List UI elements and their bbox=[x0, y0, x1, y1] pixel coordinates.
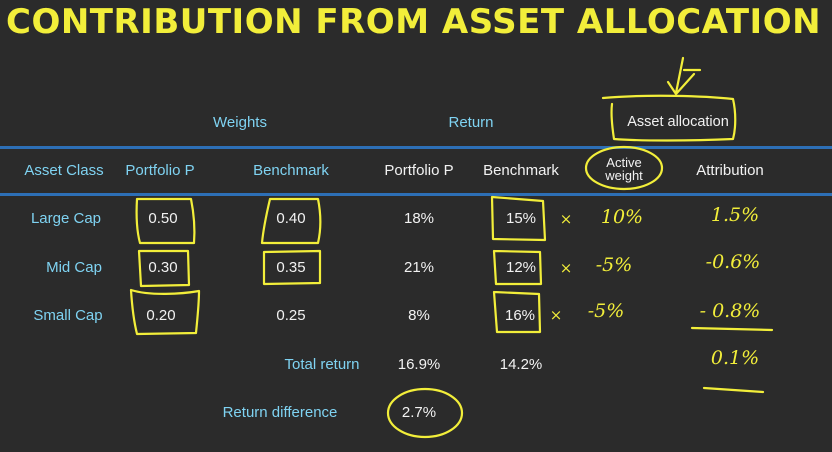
row-benchmark-return: 15% bbox=[505, 210, 537, 227]
row-attribution: - 0.8% bbox=[699, 300, 761, 322]
slide-title: CONTRIBUTION FROM ASSET ALLOCATION bbox=[6, 2, 822, 42]
col-active-weight-line2: weight bbox=[605, 168, 643, 183]
return-difference-value: 2.7% bbox=[401, 404, 437, 421]
asset-allocation-header: Asset allocation bbox=[627, 114, 729, 130]
row-active-weight: -5% bbox=[595, 254, 633, 276]
row-benchmark-return: 12% bbox=[505, 259, 537, 276]
row-active-weight: -5% bbox=[587, 300, 625, 322]
portfolio-weight-box bbox=[129, 288, 201, 336]
header-bottom-rule bbox=[0, 193, 832, 196]
col-benchmark-weight: Benchmark bbox=[253, 162, 329, 179]
header-top-rule bbox=[0, 146, 832, 149]
benchmark-weight-box bbox=[262, 249, 322, 286]
row-asset-class: Small Cap bbox=[33, 307, 103, 324]
total-benchmark-return: 14.2% bbox=[499, 356, 543, 373]
col-asset-class: Asset Class bbox=[24, 162, 104, 179]
return-group-header: Return bbox=[448, 114, 494, 131]
row-active-weight: 10% bbox=[600, 206, 644, 228]
weights-group-header: Weights bbox=[213, 114, 267, 131]
col-portfolio-return: Portfolio P bbox=[384, 162, 454, 179]
col-active-weight-line1: Active bbox=[606, 155, 642, 170]
benchmark-return-box bbox=[492, 249, 543, 286]
col-attribution: Attribution bbox=[696, 162, 764, 179]
pointer-arrow bbox=[666, 56, 702, 96]
asset-allocation-box bbox=[601, 94, 737, 142]
row-times-mark: × bbox=[559, 259, 573, 277]
row-portfolio-weight: 0.20 bbox=[146, 307, 176, 324]
row-times-mark: × bbox=[549, 306, 563, 324]
portfolio-weight-box bbox=[135, 197, 196, 245]
return-difference-circle bbox=[386, 387, 464, 439]
col-portfolio-weight: Portfolio P bbox=[125, 162, 195, 179]
total-portfolio-return: 16.9% bbox=[397, 356, 441, 373]
row-benchmark-weight: 0.25 bbox=[276, 307, 306, 324]
row-attribution: 1.5% bbox=[710, 204, 760, 226]
active-weight-circle bbox=[584, 145, 664, 191]
row-portfolio-return: 8% bbox=[408, 307, 430, 324]
row-portfolio-weight: 0.50 bbox=[148, 210, 178, 227]
row-benchmark-weight: 0.40 bbox=[276, 210, 306, 227]
return-difference-label: Return difference bbox=[222, 404, 338, 421]
row-portfolio-return: 18% bbox=[403, 210, 435, 227]
row-portfolio-weight: 0.30 bbox=[148, 259, 178, 276]
benchmark-weight-box bbox=[260, 197, 322, 245]
portfolio-weight-box bbox=[137, 249, 191, 288]
row-attribution: -0.6% bbox=[705, 251, 761, 273]
row-asset-class: Large Cap bbox=[30, 210, 102, 227]
benchmark-return-box bbox=[490, 195, 547, 242]
attribution-sum-line bbox=[690, 326, 774, 332]
row-asset-class: Mid Cap bbox=[46, 259, 102, 276]
total-return-label: Total return bbox=[284, 356, 360, 373]
col-benchmark-return: Benchmark bbox=[483, 162, 559, 179]
attribution-sum-line bbox=[702, 386, 765, 394]
row-benchmark-weight: 0.35 bbox=[276, 259, 306, 276]
benchmark-return-box bbox=[492, 290, 542, 334]
row-times-mark: × bbox=[559, 210, 573, 228]
row-portfolio-return: 21% bbox=[403, 259, 435, 276]
row-benchmark-return: 16% bbox=[504, 307, 536, 324]
total-attribution: 0.1% bbox=[710, 347, 760, 369]
